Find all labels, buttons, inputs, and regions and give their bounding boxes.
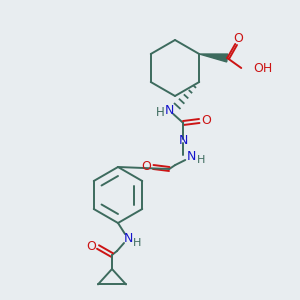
Text: N: N — [165, 104, 174, 118]
Text: OH: OH — [253, 62, 272, 76]
Text: H: H — [156, 106, 165, 118]
Text: N: N — [187, 149, 196, 163]
Text: O: O — [86, 239, 96, 253]
Text: N: N — [178, 134, 188, 148]
Text: H: H — [133, 238, 141, 248]
Text: O: O — [233, 32, 243, 44]
Text: N: N — [123, 232, 133, 245]
Text: H: H — [197, 155, 206, 165]
Text: O: O — [201, 115, 211, 128]
Text: O: O — [141, 160, 151, 173]
Polygon shape — [199, 54, 228, 62]
